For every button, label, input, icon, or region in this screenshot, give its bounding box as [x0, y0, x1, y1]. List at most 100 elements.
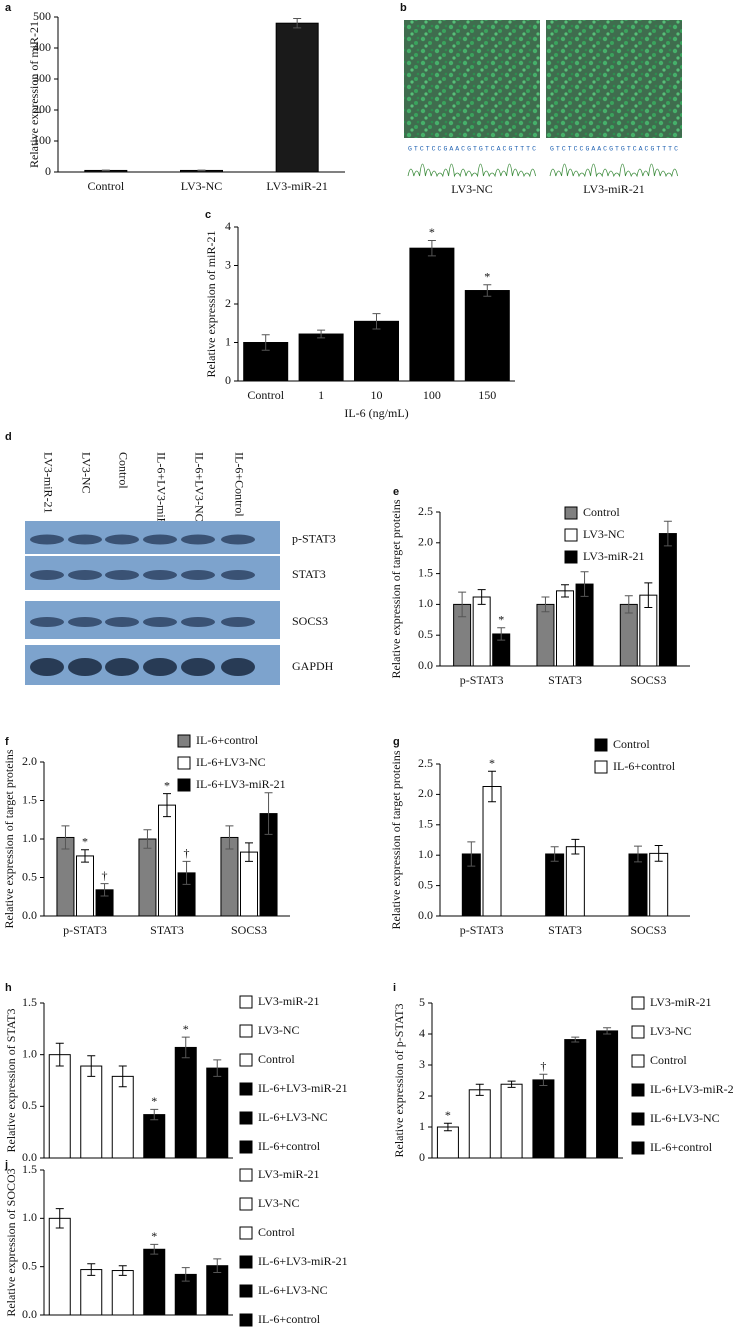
legend-swatch: [564, 506, 578, 520]
band: [221, 658, 255, 676]
bar: [206, 1265, 229, 1316]
band: [68, 658, 102, 676]
panel-label: b: [400, 2, 407, 14]
error-bar: [571, 838, 580, 855]
error-bar: [654, 844, 663, 862]
legend-swatch: [239, 1284, 253, 1298]
band: [181, 534, 215, 545]
legend-label: IL-6+LV3-NC: [196, 755, 266, 769]
annotation: †: [540, 1059, 546, 1073]
error-bar: [81, 849, 89, 863]
legend-label: IL-6+control: [196, 733, 259, 747]
bar: [658, 533, 677, 667]
y-tick-label: 1.5: [418, 565, 433, 579]
error-bar: [443, 1122, 452, 1132]
row-label: SOCS3: [292, 614, 328, 628]
legend-label: LV3-NC: [258, 1196, 300, 1210]
y-axis-title: Relative expression of target proteins: [389, 750, 403, 929]
error-bar: [213, 1059, 222, 1077]
bar: [143, 1114, 166, 1159]
lane-label: LV3-miR-21: [41, 452, 55, 514]
legend-label: LV3-NC: [583, 527, 625, 541]
error-bar: [561, 584, 569, 598]
y-axis-title: Relative expression of SOCO3: [4, 1168, 18, 1316]
legend-swatch: [631, 1054, 645, 1068]
panel-label: e: [393, 486, 399, 498]
annotation: *: [429, 225, 435, 239]
legend-label: IL-6+control: [258, 1139, 321, 1153]
legend-swatch: [564, 528, 578, 542]
legend-swatch: [631, 996, 645, 1010]
lane-label: IL-6+Control: [232, 452, 246, 517]
y-tick-label: 1.5: [22, 1162, 37, 1176]
y-tick-label: 3: [419, 1057, 425, 1071]
annotation: †: [184, 846, 190, 860]
error-bar: [458, 591, 467, 618]
legend-label: Control: [258, 1225, 295, 1239]
error-bar: [143, 829, 152, 849]
micrograph: [546, 20, 682, 138]
legend-label: Control: [613, 737, 650, 751]
legend-label: LV3-miR-21: [650, 995, 712, 1009]
band: [30, 617, 64, 627]
image-label: LV3-NC: [451, 182, 493, 196]
bar: [436, 1126, 459, 1159]
y-axis-title: Relative expression of target proteins: [2, 749, 16, 928]
y-tick-label: 1.0: [22, 831, 37, 845]
y-tick-label: 200: [33, 102, 51, 116]
y-tick-label: 1.0: [22, 1210, 37, 1224]
legend-label: LV3-NC: [258, 1023, 300, 1037]
error-bar: [225, 825, 234, 850]
x-tick-label: 100: [423, 388, 441, 402]
error-bar: [633, 845, 642, 863]
error-bar: [100, 883, 109, 897]
x-tick-label: SOCS3: [630, 923, 666, 937]
annotation: *: [498, 613, 504, 627]
error-bar: [55, 1042, 64, 1067]
y-axis-title: Relative expression of p-STAT3: [392, 1003, 406, 1157]
y-tick-label: 1.0: [22, 1046, 37, 1060]
panel-label: j: [4, 1159, 8, 1171]
sequence: GTCTCCGAACGTGTCACGTTTC: [408, 146, 536, 153]
legend-label: Control: [583, 505, 620, 519]
error-bar: [539, 1073, 548, 1086]
y-tick-label: 1: [225, 334, 231, 348]
bar: [76, 855, 94, 917]
annotation: *: [183, 1022, 189, 1036]
y-tick-label: 500: [33, 9, 51, 23]
y-tick-label: 100: [33, 133, 51, 147]
legend-swatch: [239, 995, 253, 1009]
legend-swatch: [631, 1025, 645, 1039]
image-label: LV3-miR-21: [583, 182, 645, 196]
bar: [564, 1039, 587, 1159]
error-bar: [150, 1243, 159, 1255]
sequence: GTCTCCGAACGTGTCACGTTTC: [550, 146, 678, 153]
error-bar: [181, 1036, 190, 1059]
panel-label: g: [393, 736, 400, 748]
band: [30, 658, 64, 676]
bar: [80, 1269, 103, 1316]
y-axis-title: Relative expression of miR-21: [27, 21, 41, 168]
error-bar: [181, 1267, 190, 1282]
x-tick-label: LV3-miR-21: [266, 179, 328, 193]
x-tick-label: STAT3: [548, 923, 582, 937]
error-bar: [507, 1080, 516, 1088]
bar: [206, 1067, 229, 1159]
error-bar: [197, 169, 206, 172]
x-axis-title: IL-6 (ng/mL): [344, 406, 408, 420]
y-tick-label: 2.0: [22, 754, 37, 768]
band: [105, 534, 139, 545]
annotation: *: [151, 1229, 157, 1243]
band: [68, 534, 102, 545]
error-bar: [118, 1065, 127, 1088]
error-bar: [488, 770, 497, 803]
y-tick-label: 2.5: [418, 756, 433, 770]
legend-label: IL-6+LV3-NC: [650, 1111, 720, 1125]
legend-label: LV3-miR-21: [583, 549, 645, 563]
bar: [556, 590, 574, 667]
y-tick-label: 0.5: [22, 1098, 37, 1112]
x-tick-label: SOCS3: [630, 673, 666, 687]
legend-swatch: [177, 734, 191, 748]
band: [221, 570, 255, 580]
